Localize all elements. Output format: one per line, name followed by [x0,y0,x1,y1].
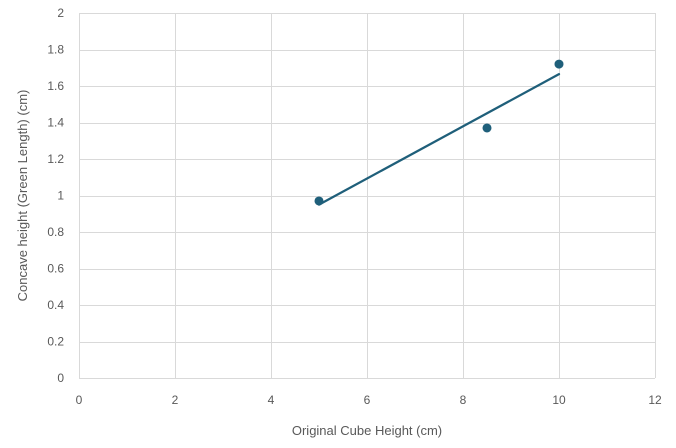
y-axis-ticks: 0 0.2 0.4 0.6 0.8 1 1.2 1.4 1.6 1.8 2 [47,6,64,385]
x-tick-label-4: 8 [460,393,467,407]
x-tick-label-1: 2 [172,393,179,407]
y-tick-label-3: 0.6 [47,262,64,276]
y-tick-label-5: 1 [57,189,64,203]
x-tick-label-6: 12 [648,393,662,407]
y-tick-label-1: 0.2 [47,335,64,349]
x-tick-label-5: 10 [552,393,566,407]
y-tick-label-4: 0.8 [47,225,64,239]
y-tick-label-8: 1.6 [47,79,64,93]
y-tick-label-7: 1.4 [47,116,64,130]
trendline-layer [317,73,561,206]
x-axis-ticks: 0 2 4 6 8 10 12 [76,393,662,407]
data-point-0-1 [482,123,492,133]
y-axis-title: Concave height (Green Length) (cm) [15,90,30,302]
trendline [317,73,561,206]
y-tick-label-9: 1.8 [47,43,64,57]
gridlines [79,13,656,379]
x-tick-label-3: 6 [364,393,371,407]
data-points [314,59,564,206]
y-tick-label-0: 0 [57,371,64,385]
y-tick-label-10: 2 [57,6,64,20]
y-tick-label-6: 1.2 [47,152,64,166]
data-point-0-0 [314,196,324,206]
x-axis-title: Original Cube Height (cm) [292,423,442,438]
data-point-0-2 [554,59,564,69]
x-tick-label-0: 0 [76,393,83,407]
x-tick-label-2: 4 [268,393,275,407]
y-tick-label-2: 0.4 [47,298,64,312]
